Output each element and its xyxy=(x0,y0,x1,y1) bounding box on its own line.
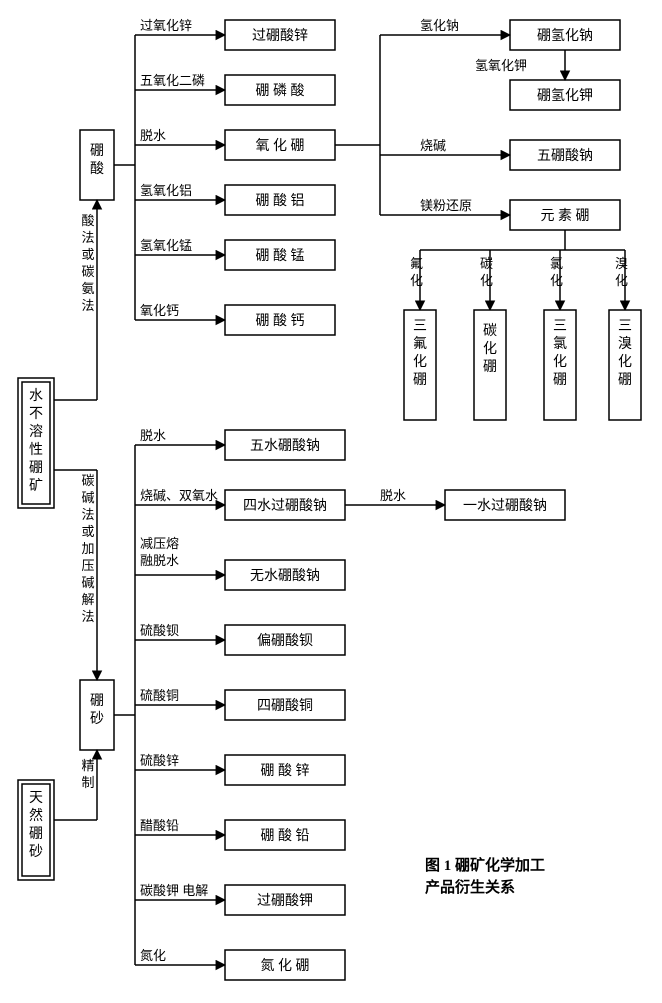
edge-dehyd1: 脱水 xyxy=(140,128,166,143)
svg-text:硼 酸 锌: 硼 酸 锌 xyxy=(261,763,310,779)
node-1h2o-per: 一水过硼酸钠 xyxy=(445,490,565,520)
node-na-bh: 硼氢化钠 xyxy=(510,20,620,50)
node-elem-b: 元 素 硼 xyxy=(510,200,620,230)
svg-text:硼 酸 铝: 硼 酸 铝 xyxy=(256,193,305,209)
edge-carb: 碳化 xyxy=(480,256,493,288)
edge-mnoh2: 氢氧化锰 xyxy=(140,238,192,253)
svg-text:氮 化 硼: 氮 化 硼 xyxy=(261,958,310,974)
edge-p2o5: 五氧化二磷 xyxy=(140,73,205,88)
node-zn-perborate: 过硼酸锌 xyxy=(225,20,335,50)
svg-text:氧 化 硼: 氧 化 硼 xyxy=(256,138,305,154)
node-pb-borate: 硼 酸 铅 xyxy=(225,820,345,850)
svg-text:元 素 硼: 元 素 硼 xyxy=(541,208,590,224)
svg-text:五水硼酸钠: 五水硼酸钠 xyxy=(250,438,320,454)
node-boron-oxide: 氧 化 硼 xyxy=(225,130,335,160)
edge-brom: 溴化 xyxy=(615,256,628,288)
edge-dehyd3: 脱水 xyxy=(380,488,406,503)
node-bf3: 三氟化硼 xyxy=(404,310,436,420)
node-bbr3: 三溴化硼 xyxy=(609,310,641,420)
edge-chlor: 氯化 xyxy=(550,256,563,288)
edge-koh: 氢氧化钾 xyxy=(475,58,527,73)
svg-text:五硼酸钠: 五硼酸钠 xyxy=(537,148,593,164)
edge-vac-melt: 减压熔 xyxy=(140,536,179,551)
node-anhyd-borax: 无水硼酸钠 xyxy=(225,560,345,590)
edge-nitr: 氮化 xyxy=(140,948,166,963)
node-bcl3: 三氯化硼 xyxy=(544,310,576,420)
edge-fluor: 氟化 xyxy=(410,256,423,288)
svg-text:过硼酸锌: 过硼酸锌 xyxy=(252,28,308,44)
node-src-insoluble: 水不溶性硼矿 xyxy=(18,378,54,508)
node-k-bh: 硼氢化钾 xyxy=(510,80,620,110)
edge-cao: 氧化钙 xyxy=(140,303,179,318)
svg-text:硼 酸 铅: 硼 酸 铅 xyxy=(261,828,310,844)
figure-caption-line2: 产品衍生关系 xyxy=(425,878,515,896)
svg-text:偏硼酸钡: 偏硼酸钡 xyxy=(257,633,313,649)
edge-refine: 精制 xyxy=(81,758,94,790)
edge-mg-red: 镁粉还原 xyxy=(420,198,472,213)
edge-naoh: 烧碱 xyxy=(420,138,446,153)
node-mn-borate: 硼 酸 锰 xyxy=(225,240,335,270)
edge-pbac: 醋酸铅 xyxy=(140,818,179,833)
edge-k2co3: 碳酸钾 电解 xyxy=(140,883,208,898)
svg-text:硼 酸 钙: 硼 酸 钙 xyxy=(256,313,305,329)
svg-text:四硼酸铜: 四硼酸铜 xyxy=(257,698,313,714)
svg-text:碳化硼: 碳化硼 xyxy=(483,323,497,375)
svg-text:硼 磷 酸: 硼 磷 酸 xyxy=(256,83,305,99)
node-5h2o-borax: 五水硼酸钠 xyxy=(225,430,345,460)
node-k-per: 过硼酸钾 xyxy=(225,885,345,915)
node-na5b: 五硼酸钠 xyxy=(510,140,620,170)
node-bc: 碳化硼 xyxy=(474,310,506,420)
node-ba-meta: 偏硼酸钡 xyxy=(225,625,345,655)
node-4h2o-per: 四水过硼酸钠 xyxy=(225,490,345,520)
edge-znso4: 硫酸锌 xyxy=(140,753,179,768)
edge-acid-or-ca: 酸法或碳氨法 xyxy=(81,213,94,313)
node-bn: 氮 化 硼 xyxy=(225,950,345,980)
node-zn-borate: 硼 酸 锌 xyxy=(225,755,345,785)
svg-text:硼氢化钠: 硼氢化钠 xyxy=(537,28,593,44)
node-borophosphoric: 硼 磷 酸 xyxy=(225,75,335,105)
edge-zno2: 过氧化锌 xyxy=(140,18,192,33)
svg-text:无水硼酸钠: 无水硼酸钠 xyxy=(250,568,320,584)
svg-text:硼氢化钾: 硼氢化钾 xyxy=(537,88,593,104)
figure-caption-line1: 图 1 硼矿化学加工 xyxy=(425,856,545,874)
svg-text:硼 酸 锰: 硼 酸 锰 xyxy=(256,248,305,264)
node-al-borate: 硼 酸 铝 xyxy=(225,185,335,215)
node-ca-borate: 硼 酸 钙 xyxy=(225,305,335,335)
flowchart: 水不溶性硼矿 天然硼砂 硼酸 硼砂 酸法或碳氨法 碳碱法或加压碱解法 精制 过硼… xyxy=(0,0,662,1003)
node-cu4b: 四硼酸铜 xyxy=(225,690,345,720)
edge-dehyd2: 脱水 xyxy=(140,428,166,443)
svg-text:过硼酸钾: 过硼酸钾 xyxy=(257,893,313,909)
svg-text:四水过硼酸钠: 四水过硼酸钠 xyxy=(243,498,327,514)
edge-baso4: 硫酸钡 xyxy=(140,623,179,638)
edge-nah: 氢化钠 xyxy=(420,18,459,33)
edge-cuso4: 硫酸铜 xyxy=(140,688,179,703)
node-boric-acid: 硼酸 xyxy=(80,130,114,200)
node-borax: 硼砂 xyxy=(80,680,114,750)
node-src-natural: 天然硼砂 xyxy=(18,780,54,880)
edge-aloh3: 氢氧化铝 xyxy=(140,183,192,198)
edge-alk-or-press: 碳碱法或加压碱解法 xyxy=(81,473,94,624)
svg-text:一水过硼酸钠: 一水过硼酸钠 xyxy=(463,498,547,514)
svg-text:融脱水: 融脱水 xyxy=(140,553,179,568)
edge-naoh-h2o2: 烧碱、双氧水 xyxy=(140,488,218,503)
